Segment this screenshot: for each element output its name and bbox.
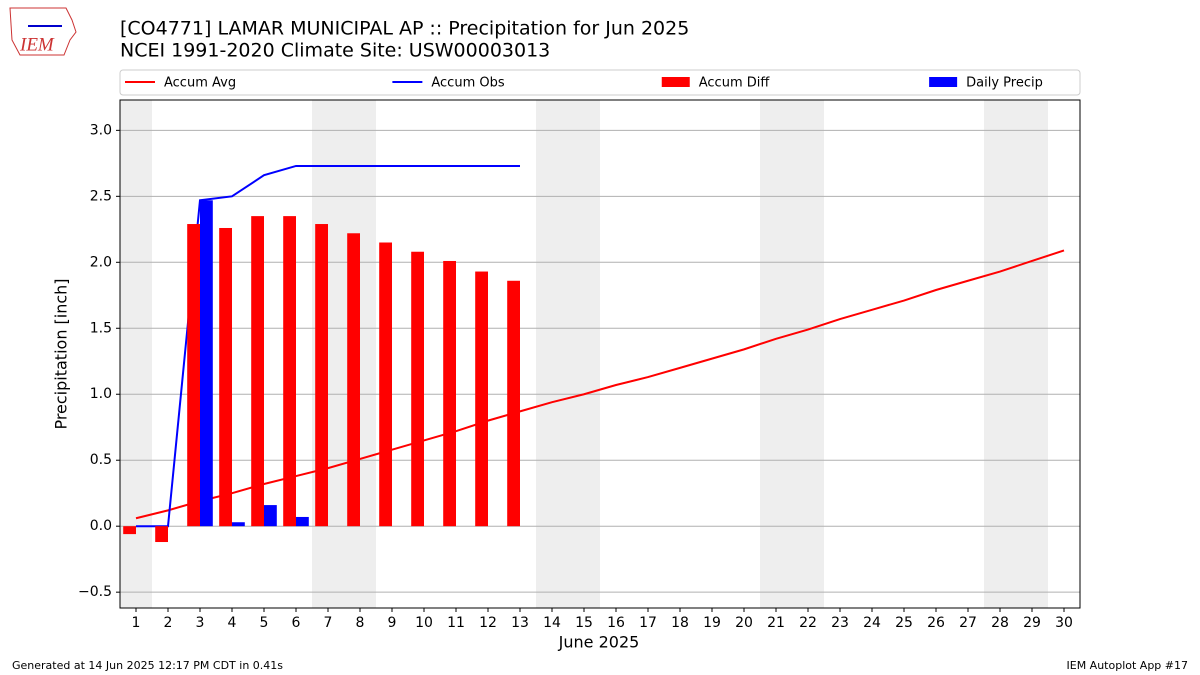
- y-tick-label: 3.0: [90, 122, 112, 138]
- x-tick-label: 28: [991, 615, 1009, 631]
- bar: [411, 251, 424, 527]
- x-tick-label: 23: [831, 615, 849, 631]
- bar: [315, 224, 328, 527]
- bar: [379, 242, 392, 527]
- y-tick-label: −0.5: [78, 584, 112, 600]
- x-tick-label: 29: [1023, 615, 1041, 631]
- x-tick-label: 11: [447, 615, 465, 631]
- x-tick-label: 3: [196, 615, 205, 631]
- legend-swatch: [929, 77, 958, 87]
- logo-text: IEM: [19, 34, 55, 55]
- x-tick-label: 6: [292, 615, 301, 631]
- shade: [760, 100, 824, 608]
- x-tick-label: 26: [927, 615, 945, 631]
- legend-box: [119, 69, 1081, 96]
- bar: [507, 280, 520, 527]
- y-tick-label: 1.0: [90, 386, 112, 402]
- x-tick-label: 25: [895, 615, 913, 631]
- x-tick-label: 27: [959, 615, 977, 631]
- bar: [187, 224, 200, 527]
- x-tick-label: 15: [575, 615, 593, 631]
- footer-right: IEM Autoplot App #17: [1067, 659, 1189, 672]
- y-tick-label: 2.5: [90, 188, 112, 204]
- x-tick-label: 30: [1055, 615, 1073, 631]
- footer-left: Generated at 14 Jun 2025 12:17 PM CDT in…: [12, 659, 283, 672]
- x-tick-label: 21: [767, 615, 785, 631]
- x-axis-label: June 2025: [558, 633, 640, 652]
- bar: [219, 227, 232, 527]
- bar: [200, 200, 213, 527]
- legend-label: Accum Diff: [699, 76, 771, 91]
- chart-subtitle: NCEI 1991-2020 Climate Site: USW00003013: [120, 40, 550, 62]
- x-tick-label: 24: [863, 615, 881, 631]
- bar: [123, 526, 136, 535]
- x-tick-label: 19: [703, 615, 721, 631]
- shade: [120, 100, 152, 608]
- y-tick-label: 0.5: [90, 452, 112, 468]
- x-tick-label: 17: [639, 615, 657, 631]
- legend-label: Accum Avg: [164, 76, 236, 91]
- shade: [536, 100, 600, 608]
- y-axis-label: Precipitation [inch]: [52, 278, 71, 429]
- weekend-shading: [120, 100, 1048, 608]
- legend-swatch: [661, 77, 690, 87]
- bar: [264, 505, 277, 527]
- logo-outline: [9, 7, 77, 56]
- y-tick-label: 2.0: [90, 254, 112, 270]
- x-tick-label: 4: [228, 615, 237, 631]
- x-tick-label: 12: [479, 615, 497, 631]
- x-tick-label: 7: [324, 615, 333, 631]
- bar: [155, 526, 168, 543]
- x-tick-label: 18: [671, 615, 689, 631]
- logo: IEM: [9, 7, 77, 56]
- x-tick-label: 22: [799, 615, 817, 631]
- x-tick-label: 10: [415, 615, 433, 631]
- x-tick-label: 13: [511, 615, 529, 631]
- bar: [232, 522, 245, 527]
- x-tick-label: 16: [607, 615, 625, 631]
- x-tick-label: 20: [735, 615, 753, 631]
- x-tick-label: 1: [132, 615, 141, 631]
- bar: [296, 516, 309, 527]
- bar: [251, 216, 264, 527]
- x-tick-label: 2: [164, 615, 173, 631]
- y-tick-label: 1.5: [90, 320, 112, 336]
- x-tick-label: 8: [356, 615, 365, 631]
- chart-title: [CO4771] LAMAR MUNICIPAL AP :: Precipita…: [120, 18, 689, 40]
- y-tick-label: 0.0: [90, 518, 112, 534]
- legend-label: Daily Precip: [966, 76, 1043, 91]
- bar: [443, 260, 456, 527]
- bar: [283, 216, 296, 527]
- x-tick-label: 5: [260, 615, 269, 631]
- plot-frame: [119, 99, 1081, 609]
- x-tick-label: 14: [543, 615, 561, 631]
- legend-label: Accum Obs: [431, 76, 504, 91]
- bar: [347, 233, 360, 527]
- bar: [475, 271, 488, 527]
- shade: [984, 100, 1048, 608]
- x-tick-label: 9: [388, 615, 397, 631]
